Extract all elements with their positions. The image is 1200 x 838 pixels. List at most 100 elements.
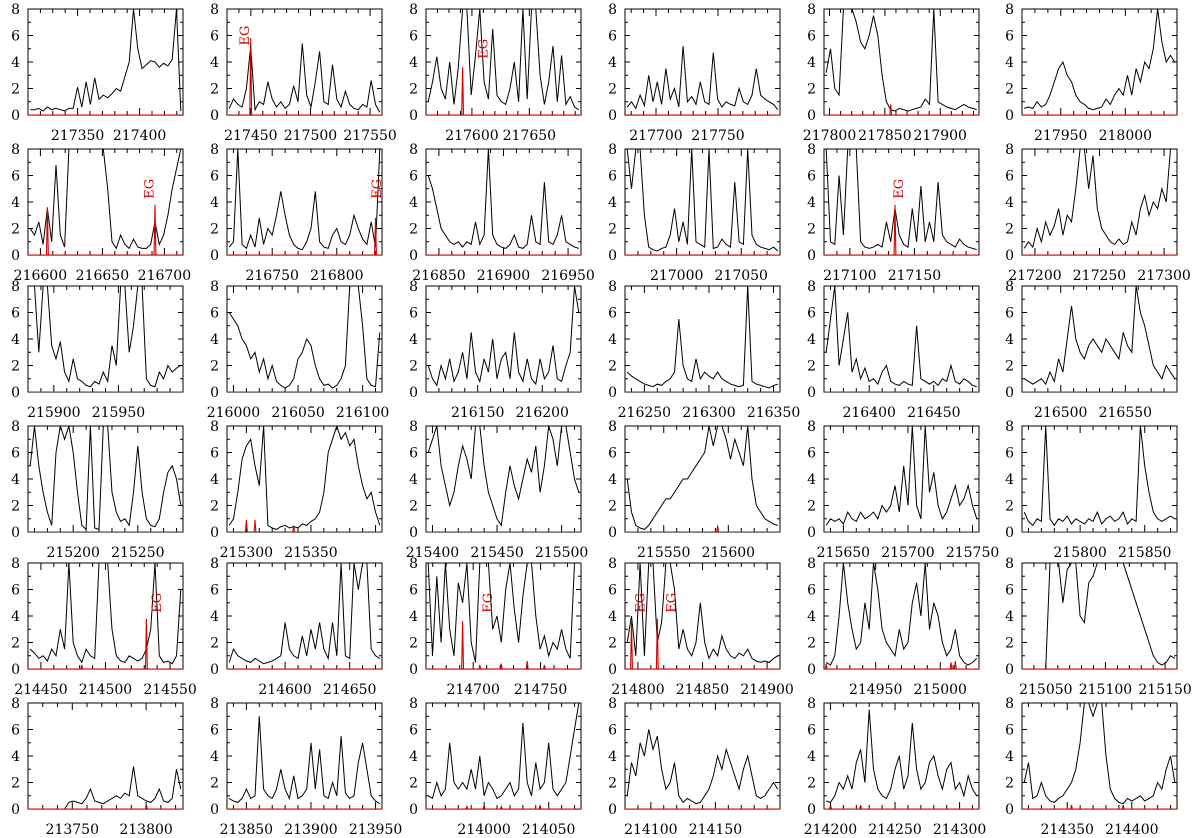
x-tick-label: 215050 <box>1019 682 1072 698</box>
y-tick-label: 6 <box>409 446 418 462</box>
x-tick-label: 217850 <box>858 128 911 144</box>
model-spectrum-line <box>824 660 979 669</box>
x-tick-label: 214900 <box>740 682 793 698</box>
model-spectrum-line <box>824 104 979 115</box>
x-tick-label: 214500 <box>79 682 132 698</box>
x-tick-label: 216100 <box>336 405 389 421</box>
y-tick-label: 2 <box>608 636 617 652</box>
y-tick-label: 4 <box>807 609 816 625</box>
observed-spectrum-line <box>826 709 978 803</box>
y-tick-label: 6 <box>807 446 816 462</box>
y-tick-label: 0 <box>210 662 219 678</box>
observed-spectrum-line <box>30 766 182 809</box>
y-tick-label: 6 <box>608 583 617 599</box>
y-tick-label: 6 <box>210 446 219 462</box>
x-tick-label: 216450 <box>907 405 960 421</box>
y-tick-label: 8 <box>11 142 20 158</box>
observed-spectrum-line <box>228 149 381 251</box>
spectrum-panel: 0 2 4 6 8 216750 216800 EG <box>210 142 385 284</box>
x-tick-label: 214950 <box>849 682 902 698</box>
model-spectrum-line <box>824 204 979 255</box>
y-tick-label: 2 <box>210 82 219 98</box>
y-tick-label: 4 <box>11 609 20 625</box>
y-tick-label: 0 <box>409 385 418 401</box>
x-tick-label: 215000 <box>914 682 967 698</box>
y-tick-label: 6 <box>608 446 617 462</box>
x-tick-label: 216000 <box>207 405 260 421</box>
y-tick-label: 8 <box>11 696 20 712</box>
y-tick-label: 4 <box>608 749 617 765</box>
y-tick-label: 2 <box>1005 222 1014 238</box>
x-tick-label: 217500 <box>284 128 337 144</box>
panel-frame <box>1021 285 1178 393</box>
y-tick-label: 2 <box>409 499 418 515</box>
spectrum-panel: 0 2 4 6 8 217600 217650 EG <box>409 2 582 144</box>
panel-frame <box>226 285 383 393</box>
x-tick-label: 214050 <box>522 822 575 838</box>
observed-spectrum-line <box>427 426 580 527</box>
y-tick-label: 6 <box>11 29 20 45</box>
y-tick-label: 4 <box>608 332 617 348</box>
spectrum-panel: 0 2 4 6 8 215050 215100 215150 <box>1005 556 1192 698</box>
y-tick-label: 0 <box>11 108 20 124</box>
x-tick-label: 215400 <box>406 545 459 561</box>
x-tick-label: 215350 <box>284 545 337 561</box>
model-spectrum-line <box>28 804 183 809</box>
x-tick-label: 218000 <box>1099 128 1152 144</box>
panel-frame <box>1021 8 1178 116</box>
y-tick-label: 2 <box>608 776 617 792</box>
y-tick-label: 4 <box>608 55 617 71</box>
x-tick-label: 216850 <box>412 268 465 284</box>
y-tick-label: 8 <box>807 142 816 158</box>
line-label: EG <box>238 26 253 46</box>
y-tick-label: 8 <box>1005 556 1014 572</box>
y-tick-label: 4 <box>409 55 418 71</box>
spectrum-panel: 0 2 4 6 8 214600 214650 <box>210 556 383 698</box>
y-tick-label: 0 <box>409 248 418 264</box>
spectrum-panel: 0 2 4 6 8 215400 215450 215500 <box>406 419 589 561</box>
spectrum-panel: 0 2 4 6 8 216150 216200 <box>409 279 582 421</box>
y-tick-label: 4 <box>409 609 418 625</box>
spectrum-panel: 0 2 4 6 8 214800 214850 214900 EG EG <box>608 556 794 698</box>
y-tick-label: 6 <box>409 723 418 739</box>
x-tick-label: 217450 <box>224 128 277 144</box>
model-spectrum-line <box>426 67 581 115</box>
y-tick-label: 4 <box>11 195 20 211</box>
x-tick-label: 216950 <box>541 268 594 284</box>
y-tick-label: 6 <box>409 169 418 185</box>
y-tick-label: 6 <box>1005 446 1014 462</box>
spectrum-panel: 0 2 4 6 8 217700 217750 <box>608 2 781 144</box>
panel-frame <box>27 8 184 116</box>
x-tick-label: 213850 <box>220 822 273 838</box>
y-tick-label: 8 <box>11 556 20 572</box>
x-tick-label: 217350 <box>51 128 104 144</box>
y-tick-label: 0 <box>11 385 20 401</box>
x-tick-label: 216550 <box>1099 405 1152 421</box>
y-tick-label: 0 <box>210 385 219 401</box>
x-tick-label: 217300 <box>1137 268 1190 284</box>
y-tick-label: 2 <box>608 359 617 375</box>
y-tick-label: 4 <box>409 332 418 348</box>
y-tick-label: 4 <box>1005 195 1014 211</box>
y-tick-label: 0 <box>11 802 20 818</box>
x-tick-label: 214800 <box>611 682 664 698</box>
spectrum-panel: 0 2 4 6 8 214450 214500 214550 EG <box>11 556 197 698</box>
spectrum-panel: 0 2 4 6 8 215900 215950 <box>11 279 184 421</box>
y-tick-label: 0 <box>807 525 816 541</box>
observed-spectrum-line <box>626 563 779 663</box>
spectrum-panel: 0 2 4 6 8 215200 215250 <box>11 419 184 561</box>
y-tick-label: 2 <box>409 222 418 238</box>
y-tick-label: 8 <box>210 142 219 158</box>
panel-frame <box>1021 562 1178 670</box>
y-tick-label: 6 <box>210 723 219 739</box>
x-tick-label: 215800 <box>1053 545 1106 561</box>
y-tick-label: 2 <box>210 776 219 792</box>
x-tick-label: 214750 <box>514 682 567 698</box>
observed-spectrum-line <box>825 149 977 251</box>
y-tick-label: 4 <box>807 195 816 211</box>
y-tick-label: 6 <box>210 169 219 185</box>
y-tick-label: 6 <box>807 29 816 45</box>
line-label: EG <box>634 593 649 613</box>
observed-spectrum-line <box>228 43 381 113</box>
y-tick-label: 0 <box>608 662 617 678</box>
